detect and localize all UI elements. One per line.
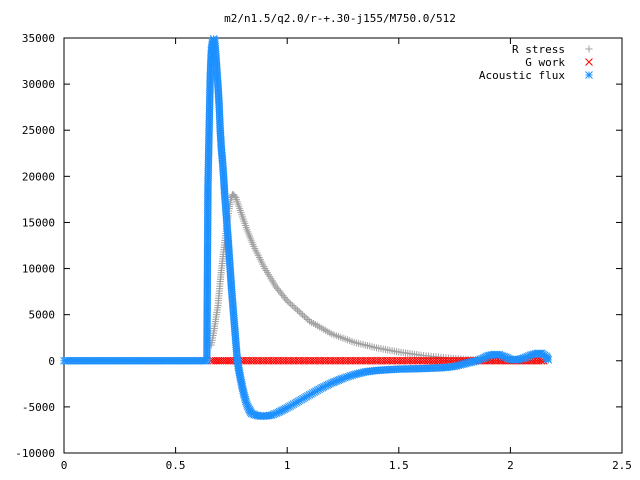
y-tick-label: 10000 [22,263,55,276]
data-point [288,302,296,310]
data-point [544,356,553,364]
x-axis: 0 0.5 1 1.5 2 2.5 [61,38,632,472]
series-g-work [207,356,548,365]
data-point [302,314,310,322]
x-tick-label: 1.5 [389,459,409,472]
y-tick-label: 0 [48,355,55,368]
series-acoustic-flux [60,35,553,420]
legend-marker [585,58,593,66]
y-tick-label: 15000 [22,216,55,229]
x-tick-label: 2.5 [612,459,632,472]
legend-label: Acoustic flux [479,69,565,82]
chart-title: m2/n1.5/q2.0/r-+.30-j155/M750.0/512 [224,12,456,25]
data-point [300,312,308,320]
x-tick-label: 1 [284,459,291,472]
series-layer [60,35,553,420]
legend-marker [585,45,593,53]
series-r-stress [207,191,550,365]
plot-border [63,37,623,454]
data-point [297,309,305,317]
data-point [304,316,312,324]
data-point [295,308,303,316]
y-tick-label: 25000 [22,124,55,137]
x-tick-label: 0 [61,459,68,472]
data-point [299,311,307,319]
data-point [282,295,290,303]
y-tick-label: 5000 [29,309,56,322]
x-tick-label: 2 [507,459,514,472]
data-point [285,298,293,306]
data-point [290,303,298,311]
y-tick-label: 35000 [22,32,55,45]
data-point [283,297,291,305]
y-tick-label: -10000 [15,447,55,460]
x-tick-label: 0.5 [166,459,186,472]
data-point [294,306,302,314]
legend-label: R stress [512,43,565,56]
plot-frame [63,37,623,454]
data-point [292,305,300,313]
y-tick-label: 20000 [22,170,55,183]
y-tick-label: 30000 [22,78,55,91]
y-axis: -10000 -5000 0 5000 10000 15000 20000 25000 3000… [15,32,622,460]
data-point [287,300,295,308]
data-point [231,192,239,200]
y-tick-label: -5000 [22,401,55,414]
legend-marker [585,71,593,79]
legend-label: G work [525,56,565,69]
